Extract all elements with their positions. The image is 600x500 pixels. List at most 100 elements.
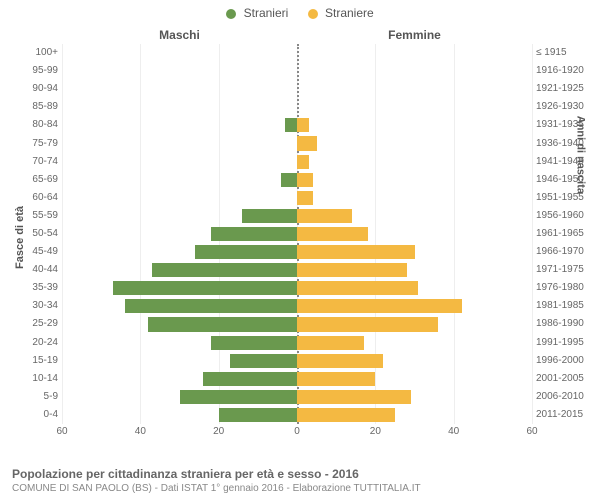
pyramid-row [62,279,532,297]
y-tick-birth: 1921-1925 [536,83,594,94]
y-tick-age: 35-39 [0,282,58,293]
pyramid-row [62,189,532,207]
y-tick-age: 55-59 [0,210,58,221]
pyramid-row [62,62,532,80]
legend-item-stranieri: Stranieri [226,6,288,20]
y-tick-age: 15-19 [0,355,58,366]
y-tick-birth: 1946-1950 [536,174,594,185]
pyramid-row [62,171,532,189]
y-tick-birth: 1971-1975 [536,264,594,275]
y-tick-birth: 1966-1970 [536,246,594,257]
y-tick-age: 10-14 [0,373,58,384]
bar-male [152,263,297,277]
bar-female [297,408,395,422]
bar-female [297,299,462,313]
bar-female [297,245,415,259]
pyramid-row [62,243,532,261]
y-tick-birth: 2001-2005 [536,373,594,384]
bar-male [242,209,297,223]
y-tick-age: 5-9 [0,391,58,402]
y-tick-age: 85-89 [0,101,58,112]
pyramid-row [62,406,532,424]
y-tick-age: 40-44 [0,264,58,275]
grid-line [532,44,533,424]
bar-male [211,336,297,350]
y-tick-age: 30-34 [0,300,58,311]
bar-male [211,227,297,241]
bar-male [203,372,297,386]
y-tick-age: 70-74 [0,156,58,167]
y-tick-age: 50-54 [0,228,58,239]
y-tick-birth: 1981-1985 [536,300,594,311]
y-tick-birth: 1991-1995 [536,337,594,348]
y-tick-birth: 1961-1965 [536,228,594,239]
y-tick-age: 25-29 [0,318,58,329]
pyramid-row [62,98,532,116]
y-tick-birth: 1936-1940 [536,138,594,149]
legend-dot-icon [308,9,318,19]
y-tick-birth: 1996-2000 [536,355,594,366]
legend-dot-icon [226,9,236,19]
bar-female [297,191,313,205]
chart-title: Popolazione per cittadinanza straniera p… [12,467,421,481]
y-tick-age: 45-49 [0,246,58,257]
y-tick-age: 80-84 [0,119,58,130]
chart-subtitle: COMUNE DI SAN PAOLO (BS) - Dati ISTAT 1°… [12,483,421,494]
pyramid-row [62,153,532,171]
chart-footer: Popolazione per cittadinanza straniera p… [12,467,421,494]
bar-female [297,263,407,277]
bar-female [297,209,352,223]
y-tick-age: 0-4 [0,409,58,420]
y-tick-birth: 1986-1990 [536,318,594,329]
bar-female [297,227,368,241]
y-tick-birth: 1976-1980 [536,282,594,293]
y-tick-birth: 2011-2015 [536,409,594,420]
pyramid-row [62,225,532,243]
bar-female [297,354,383,368]
x-tick-label: 60 [526,426,537,437]
bar-female [297,136,317,150]
legend-label: Straniere [325,6,374,20]
bar-male [180,390,298,404]
legend-label: Stranieri [244,6,289,20]
y-tick-age: 95-99 [0,65,58,76]
y-tick-birth: 1956-1960 [536,210,594,221]
x-tick-label: 20 [370,426,381,437]
y-tick-age: 75-79 [0,138,58,149]
pyramid-row [62,352,532,370]
bar-male [195,245,297,259]
pyramid-row [62,388,532,406]
bar-male [281,173,297,187]
x-tick-label: 60 [56,426,67,437]
bar-male [125,299,297,313]
bar-female [297,390,411,404]
bar-male [148,317,297,331]
pyramid-row [62,80,532,98]
y-tick-birth: 1951-1955 [536,192,594,203]
bar-male [285,118,297,132]
y-tick-birth: 2006-2010 [536,391,594,402]
y-tick-age: 100+ [0,47,58,58]
y-tick-birth: 1941-1945 [536,156,594,167]
x-tick-label: 40 [135,426,146,437]
column-title-male: Maschi [62,28,297,42]
y-tick-age: 65-69 [0,174,58,185]
x-tick-label: 20 [213,426,224,437]
bar-male [113,281,297,295]
pyramid-row [62,207,532,225]
pyramid-row [62,297,532,315]
bar-female [297,118,309,132]
bar-male [230,354,297,368]
bar-female [297,336,364,350]
legend-item-straniere: Straniere [308,6,374,20]
y-tick-age: 60-64 [0,192,58,203]
legend: Stranieri Straniere [0,6,600,20]
bar-female [297,317,438,331]
bar-female [297,173,313,187]
pyramid-row [62,334,532,352]
pyramid-row [62,261,532,279]
y-tick-birth: ≤ 1915 [536,47,594,58]
y-tick-age: 90-94 [0,83,58,94]
bar-female [297,281,418,295]
y-tick-age: 20-24 [0,337,58,348]
